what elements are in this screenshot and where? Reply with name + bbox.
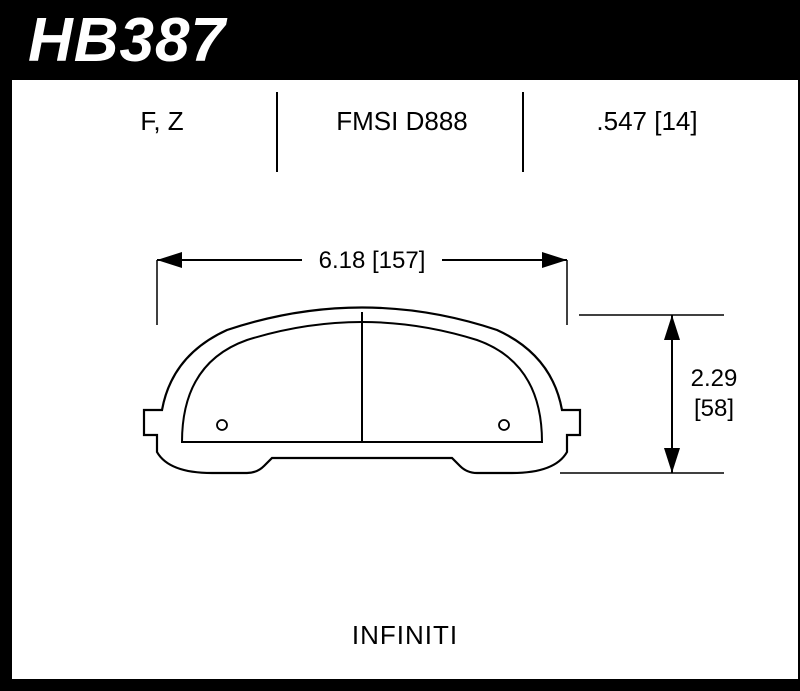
frame-left	[0, 0, 12, 691]
diagram-area: 6.18 [157]	[12, 190, 798, 679]
specs-row: F, Z FMSI D888 .547 [14]	[12, 92, 798, 182]
spec-compounds: F, Z	[52, 106, 272, 137]
spec-divider	[522, 92, 524, 172]
width-dimension-label: 6.18 [157]	[319, 247, 426, 274]
brake-pad-shape: 6.18 [157]	[144, 242, 737, 473]
frame-bottom	[0, 679, 800, 691]
header-bar: HB387	[0, 0, 800, 80]
height-dimension-in: 2.29	[691, 365, 738, 392]
brake-pad-diagram: 6.18 [157]	[12, 190, 798, 679]
pad-body	[144, 308, 580, 474]
spec-fmsi: FMSI D888	[292, 106, 512, 137]
height-dimension-mm: [58]	[694, 395, 734, 422]
brand-label: INFINITI	[12, 620, 798, 651]
spec-thickness: .547 [14]	[532, 106, 762, 137]
part-number: HB387	[28, 5, 226, 76]
spec-sheet: HB387 F, Z FMSI D888 .547 [14]	[0, 0, 800, 691]
spec-divider	[276, 92, 278, 172]
